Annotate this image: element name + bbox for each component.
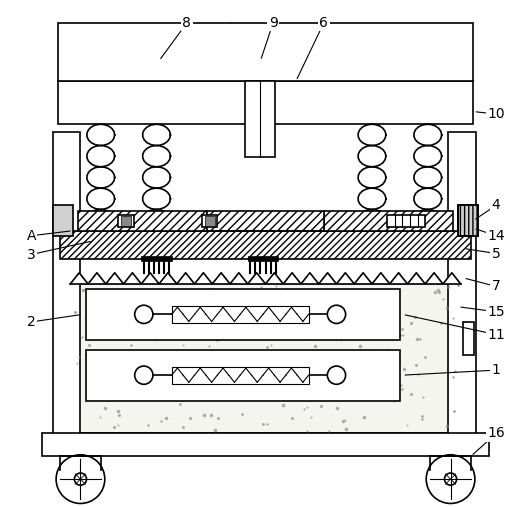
Bar	[387, 215, 425, 227]
Bar	[85, 350, 400, 401]
Text: 7: 7	[492, 279, 501, 294]
Bar	[42, 433, 489, 456]
Bar	[458, 205, 478, 236]
Bar	[172, 306, 309, 323]
Bar	[118, 215, 134, 227]
Text: 15: 15	[487, 305, 505, 319]
Bar	[172, 367, 309, 384]
Text: 16: 16	[487, 426, 505, 441]
Bar	[202, 215, 217, 227]
Bar	[70, 270, 461, 284]
Bar	[53, 132, 80, 446]
Bar	[85, 289, 400, 340]
Bar	[121, 216, 131, 226]
Text: 5: 5	[492, 246, 501, 261]
Text: 8: 8	[183, 16, 191, 30]
Bar	[53, 205, 73, 236]
Bar	[204, 216, 215, 226]
Text: 14: 14	[487, 229, 505, 243]
Text: A: A	[27, 229, 36, 243]
Bar	[141, 256, 172, 261]
Text: 6: 6	[319, 16, 328, 30]
Bar	[448, 132, 476, 446]
Bar	[245, 81, 275, 157]
Text: 9: 9	[269, 16, 278, 30]
Text: 4: 4	[492, 198, 501, 212]
Bar	[458, 205, 478, 236]
Text: 3: 3	[27, 247, 36, 262]
Bar	[324, 211, 453, 231]
Text: 10: 10	[487, 107, 505, 121]
Polygon shape	[70, 273, 461, 284]
Text: 2: 2	[27, 315, 36, 329]
Bar	[58, 81, 473, 124]
Bar	[207, 211, 324, 231]
Bar	[248, 256, 278, 261]
Bar	[70, 284, 461, 433]
Bar	[463, 322, 474, 355]
Text: 11: 11	[487, 328, 505, 342]
Bar	[78, 211, 207, 231]
Bar	[58, 23, 473, 81]
Bar	[60, 231, 471, 259]
Text: 1: 1	[492, 363, 501, 377]
